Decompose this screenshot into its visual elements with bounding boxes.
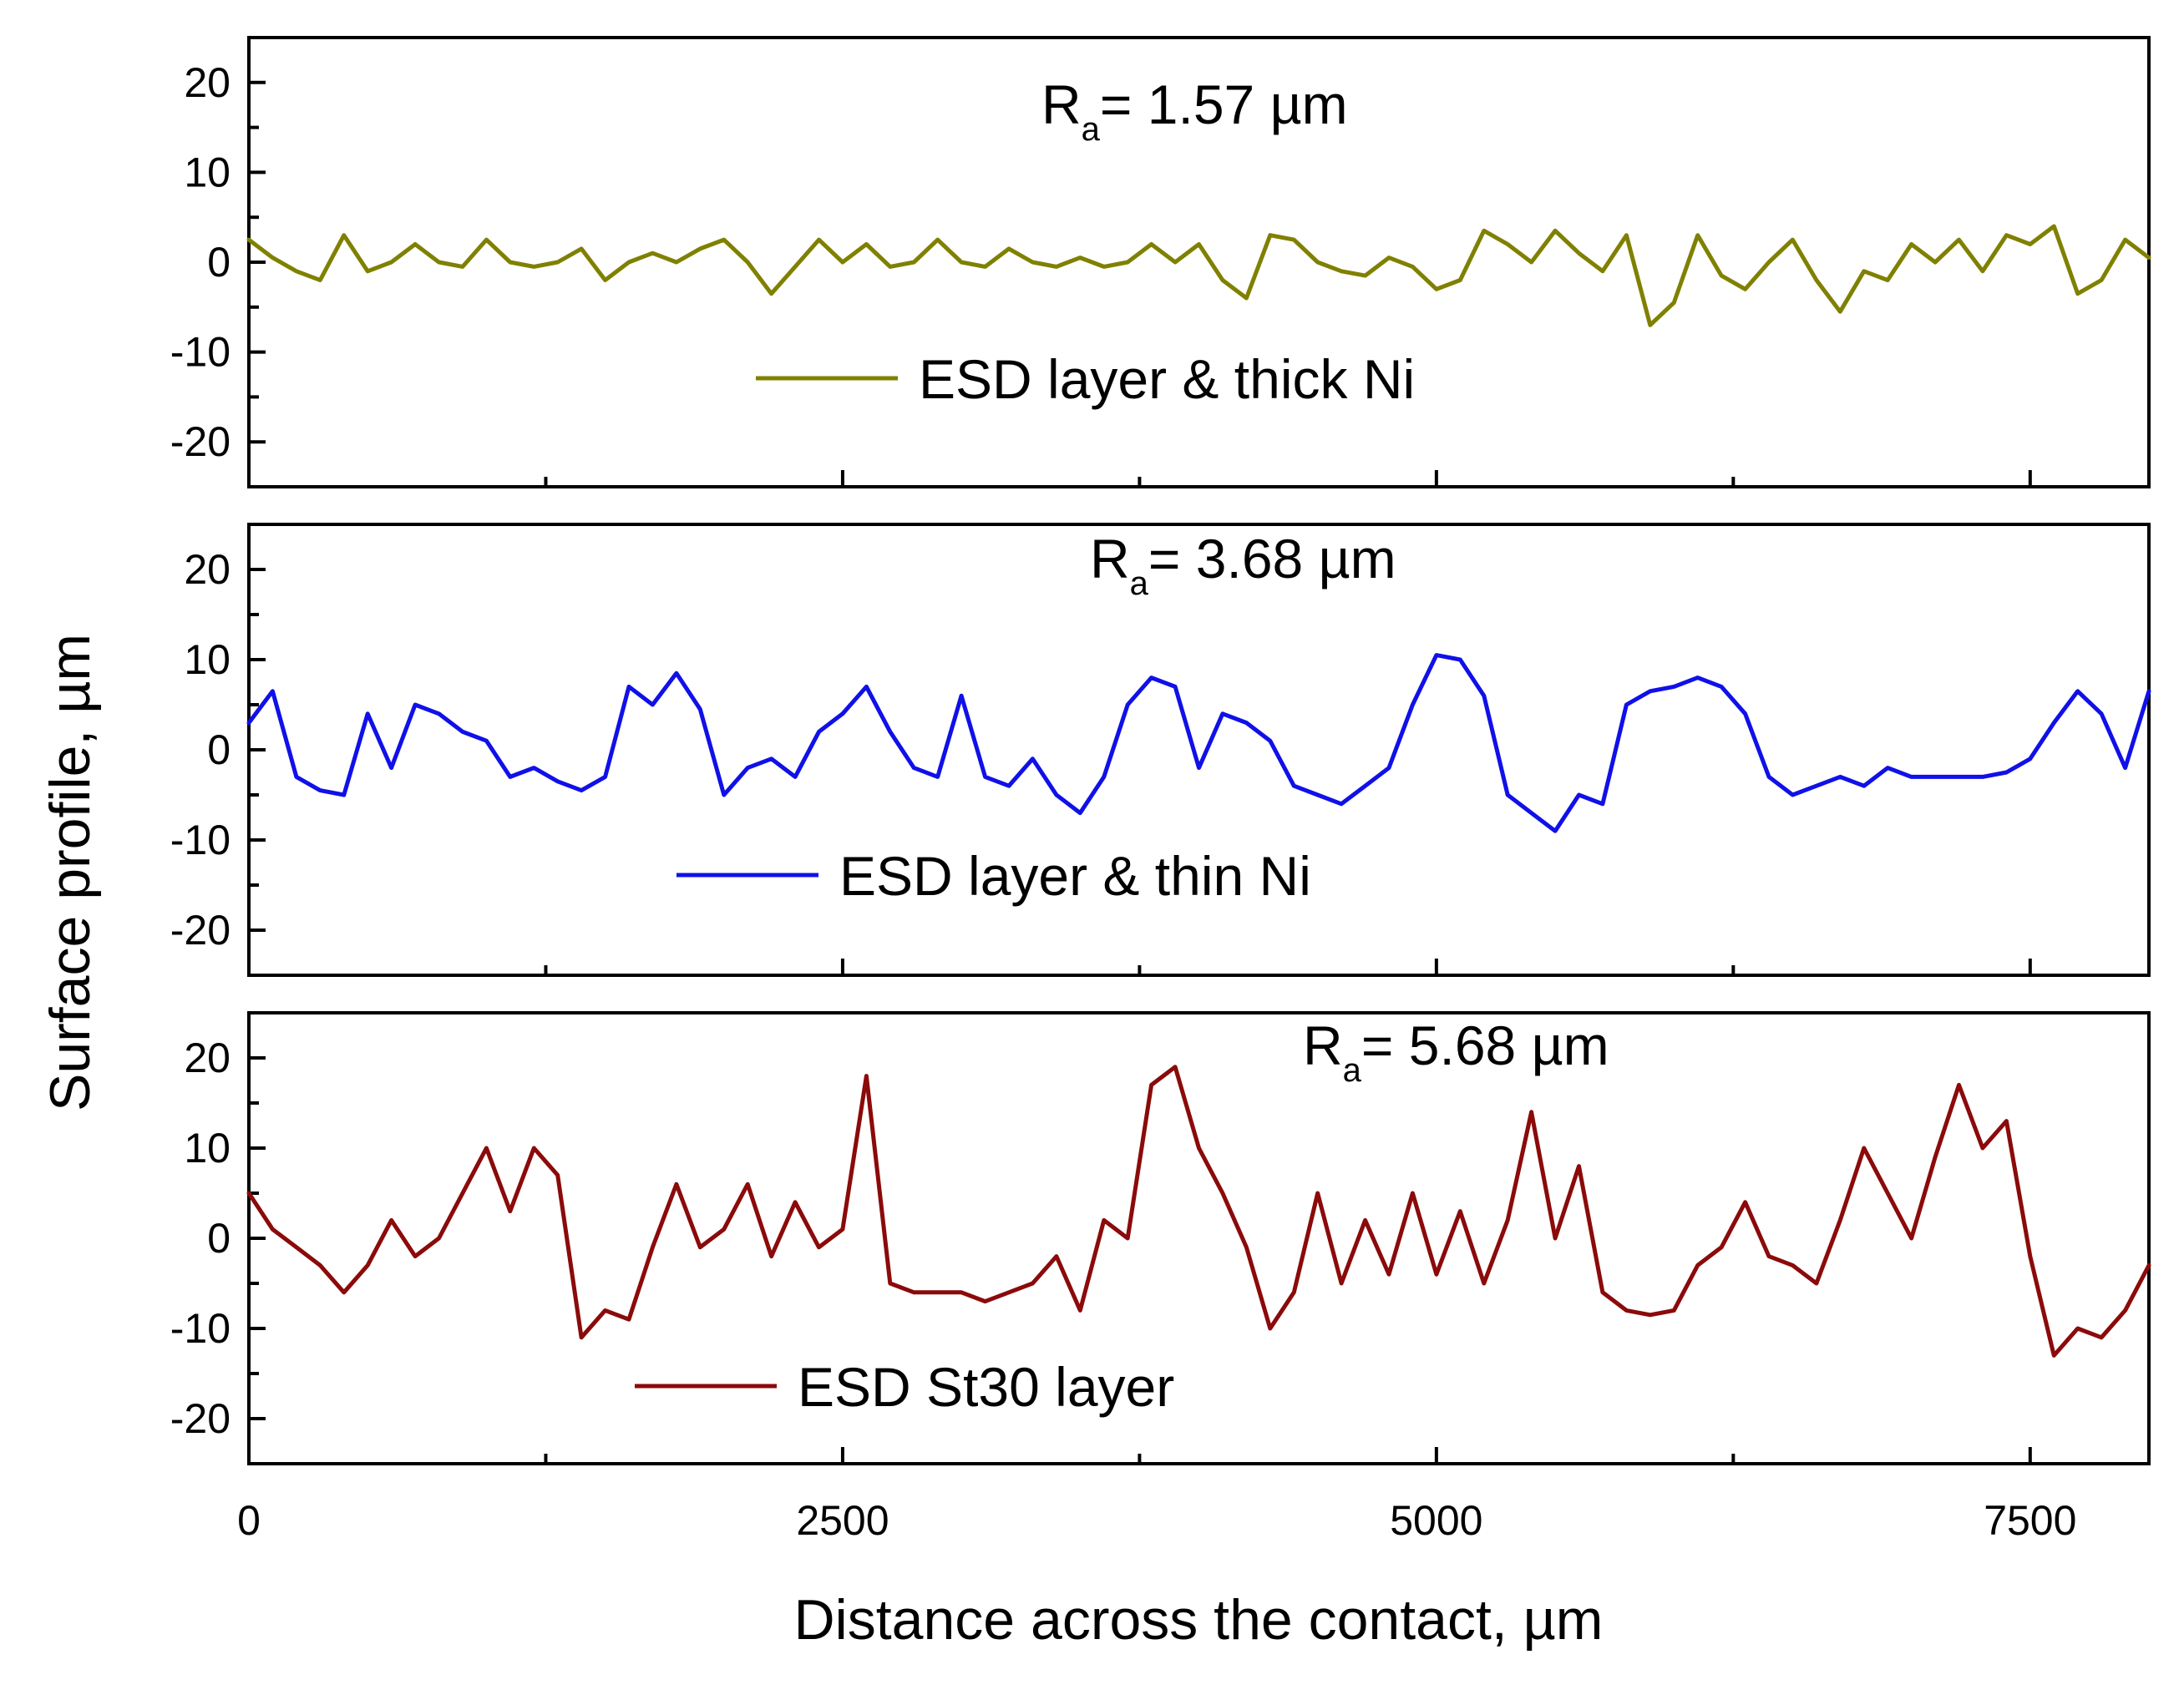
y-tick-label: 10 (184, 636, 231, 683)
y-tick-label: -10 (170, 1305, 231, 1352)
panel-thick-ni: -20 -10 0 10 20 Ra= 1.57 µm ESD layer & thic… (170, 36, 2151, 488)
series-line-st30 (246, 1065, 2151, 1358)
x-tick-labels: 0 2500 5000 7500 (237, 1497, 2076, 1544)
y-tick-label: 10 (184, 1125, 231, 1171)
y-tick-label: -20 (170, 907, 231, 954)
y-tick-label: 10 (184, 149, 231, 195)
x-tick-label: 7500 (1984, 1497, 2076, 1544)
legend-label: ESD St30 layer (798, 1356, 1174, 1418)
panel-frame (247, 1011, 2151, 1465)
ra-subscript: a (1343, 1052, 1362, 1089)
y-tick-label: 0 (207, 239, 231, 286)
legend: ESD layer & thin Ni (676, 845, 1311, 907)
series-line-thin-ni (246, 653, 2151, 833)
y-tick-label: 20 (184, 546, 231, 593)
ra-subscript: a (1130, 565, 1149, 602)
legend-label: ESD layer & thin Ni (839, 845, 1311, 907)
ra-value: = 3.68 µm (1148, 528, 1396, 589)
y-tick-label: 20 (184, 59, 231, 106)
y-tick-label: -10 (170, 329, 231, 376)
ra-symbol: R (1041, 73, 1082, 135)
ra-annotation: Ra= 5.68 µm (1303, 1014, 1609, 1089)
ra-annotation: Ra= 1.57 µm (1041, 73, 1348, 148)
panel-frame (247, 523, 2151, 977)
ra-symbol: R (1090, 528, 1130, 589)
y-axis: -20 -10 0 10 20 (170, 59, 266, 465)
y-tick-label: -20 (170, 418, 231, 465)
legend: ESD St30 layer (635, 1356, 1174, 1418)
ra-value: = 1.57 µm (1100, 73, 1348, 135)
y-tick-label: 20 (184, 1035, 231, 1081)
y-axis-title: Surface profile, µm (38, 634, 102, 1111)
series-line-thick-ni (246, 224, 2151, 327)
y-tick-label: -20 (170, 1395, 231, 1442)
ra-subscript: a (1082, 111, 1101, 148)
x-tick-label: 2500 (796, 1497, 889, 1544)
y-tick-label: 0 (207, 726, 231, 773)
x-tick-label: 0 (237, 1497, 261, 1544)
y-axis: -20 -10 0 10 20 (170, 546, 266, 954)
ra-value: = 5.68 µm (1361, 1014, 1609, 1076)
legend-label: ESD layer & thick Ni (919, 348, 1415, 410)
x-axis-ticks (247, 959, 2032, 975)
x-axis-ticks (247, 1447, 2032, 1464)
y-axis: -20 -10 0 10 20 (170, 1035, 266, 1442)
ra-symbol: R (1303, 1014, 1343, 1076)
y-tick-label: -10 (170, 817, 231, 863)
panel-thin-ni: -20 -10 0 10 20 Ra= 3.68 µm ESD layer & thin… (170, 523, 2151, 977)
ra-annotation: Ra= 3.68 µm (1090, 528, 1396, 602)
panel-st30: -20 -10 0 10 20 Ra= 5.68 µm ESD St30 layer (170, 1011, 2151, 1465)
x-tick-label: 5000 (1390, 1497, 1482, 1544)
legend: ESD layer & thick Ni (756, 348, 1415, 410)
x-axis-title: Distance across the contact, µm (794, 1588, 1604, 1652)
y-tick-label: 0 (207, 1215, 231, 1262)
x-axis-ticks (247, 470, 2032, 487)
